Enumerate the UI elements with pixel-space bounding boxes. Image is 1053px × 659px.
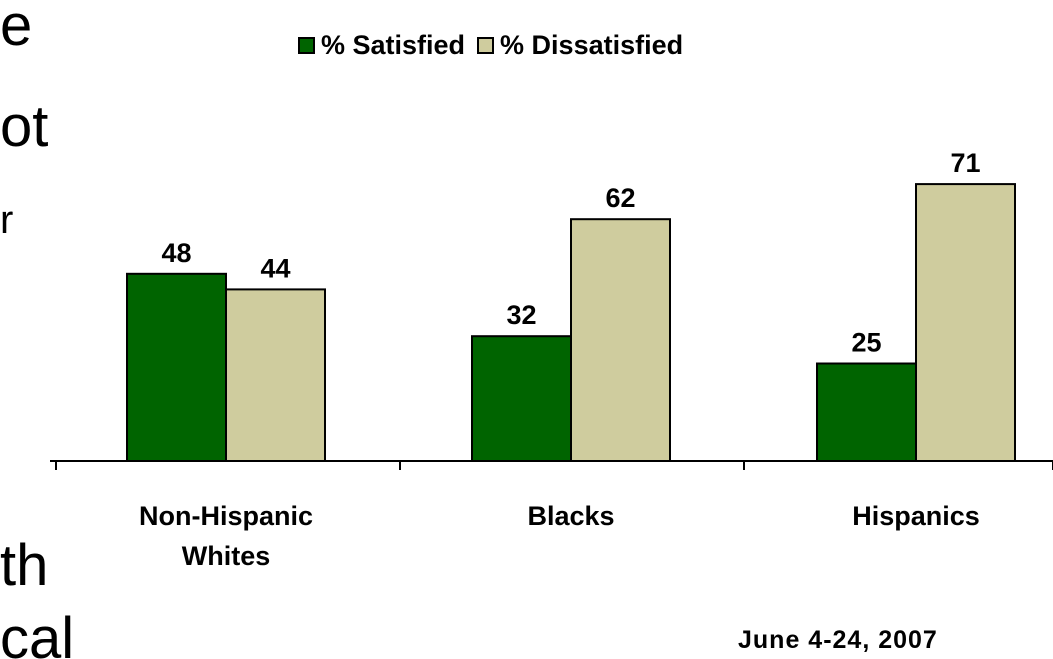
- background-text-fragment: e: [0, 0, 33, 58]
- bar-satisfied: [126, 272, 227, 462]
- background-text-fragment: cal: [0, 606, 75, 659]
- x-tick-label-line: Whites: [182, 541, 271, 571]
- legend-label-dissatisfied: % Dissatisfied: [500, 30, 684, 60]
- survey-date: June 4-24, 2007: [738, 626, 938, 654]
- bar-dissatisfied: [915, 183, 1016, 462]
- background-text-fragment: r: [0, 198, 14, 242]
- data-label-satisfied: 48: [161, 238, 191, 268]
- bar-dissatisfied: [570, 218, 671, 462]
- x-tick-label-line: Blacks: [527, 501, 614, 531]
- bar-satisfied: [471, 335, 572, 463]
- legend-swatch-dissatisfied: [477, 37, 495, 54]
- legend-label-satisfied: % Satisfied: [321, 30, 466, 60]
- chart-legend: % Satisfied % Dissatisfied: [298, 30, 683, 61]
- background-text-fragment: th: [0, 533, 49, 598]
- data-label-dissatisfied: 71: [950, 148, 980, 178]
- data-label-satisfied: 25: [851, 328, 881, 358]
- data-label-dissatisfied: 44: [260, 253, 290, 283]
- background-text-fragment: ot: [0, 94, 49, 159]
- bar-satisfied: [816, 362, 917, 462]
- data-label-dissatisfied: 62: [605, 183, 635, 213]
- x-tick-label: Blacks: [527, 501, 614, 531]
- bar-dissatisfied: [225, 288, 326, 462]
- legend-item-satisfied: % Satisfied: [298, 30, 465, 61]
- legend-swatch-satisfied: [298, 37, 315, 54]
- x-tick-label-line: Hispanics: [852, 501, 980, 531]
- x-tick-label: Hispanics: [852, 501, 980, 531]
- data-label-satisfied: 32: [506, 300, 536, 330]
- x-tick-label: Non-Hispanic Whites: [139, 501, 313, 571]
- legend-item-dissatisfied: % Dissatisfied: [477, 30, 683, 61]
- x-tick-label-line: Non-Hispanic: [139, 501, 313, 531]
